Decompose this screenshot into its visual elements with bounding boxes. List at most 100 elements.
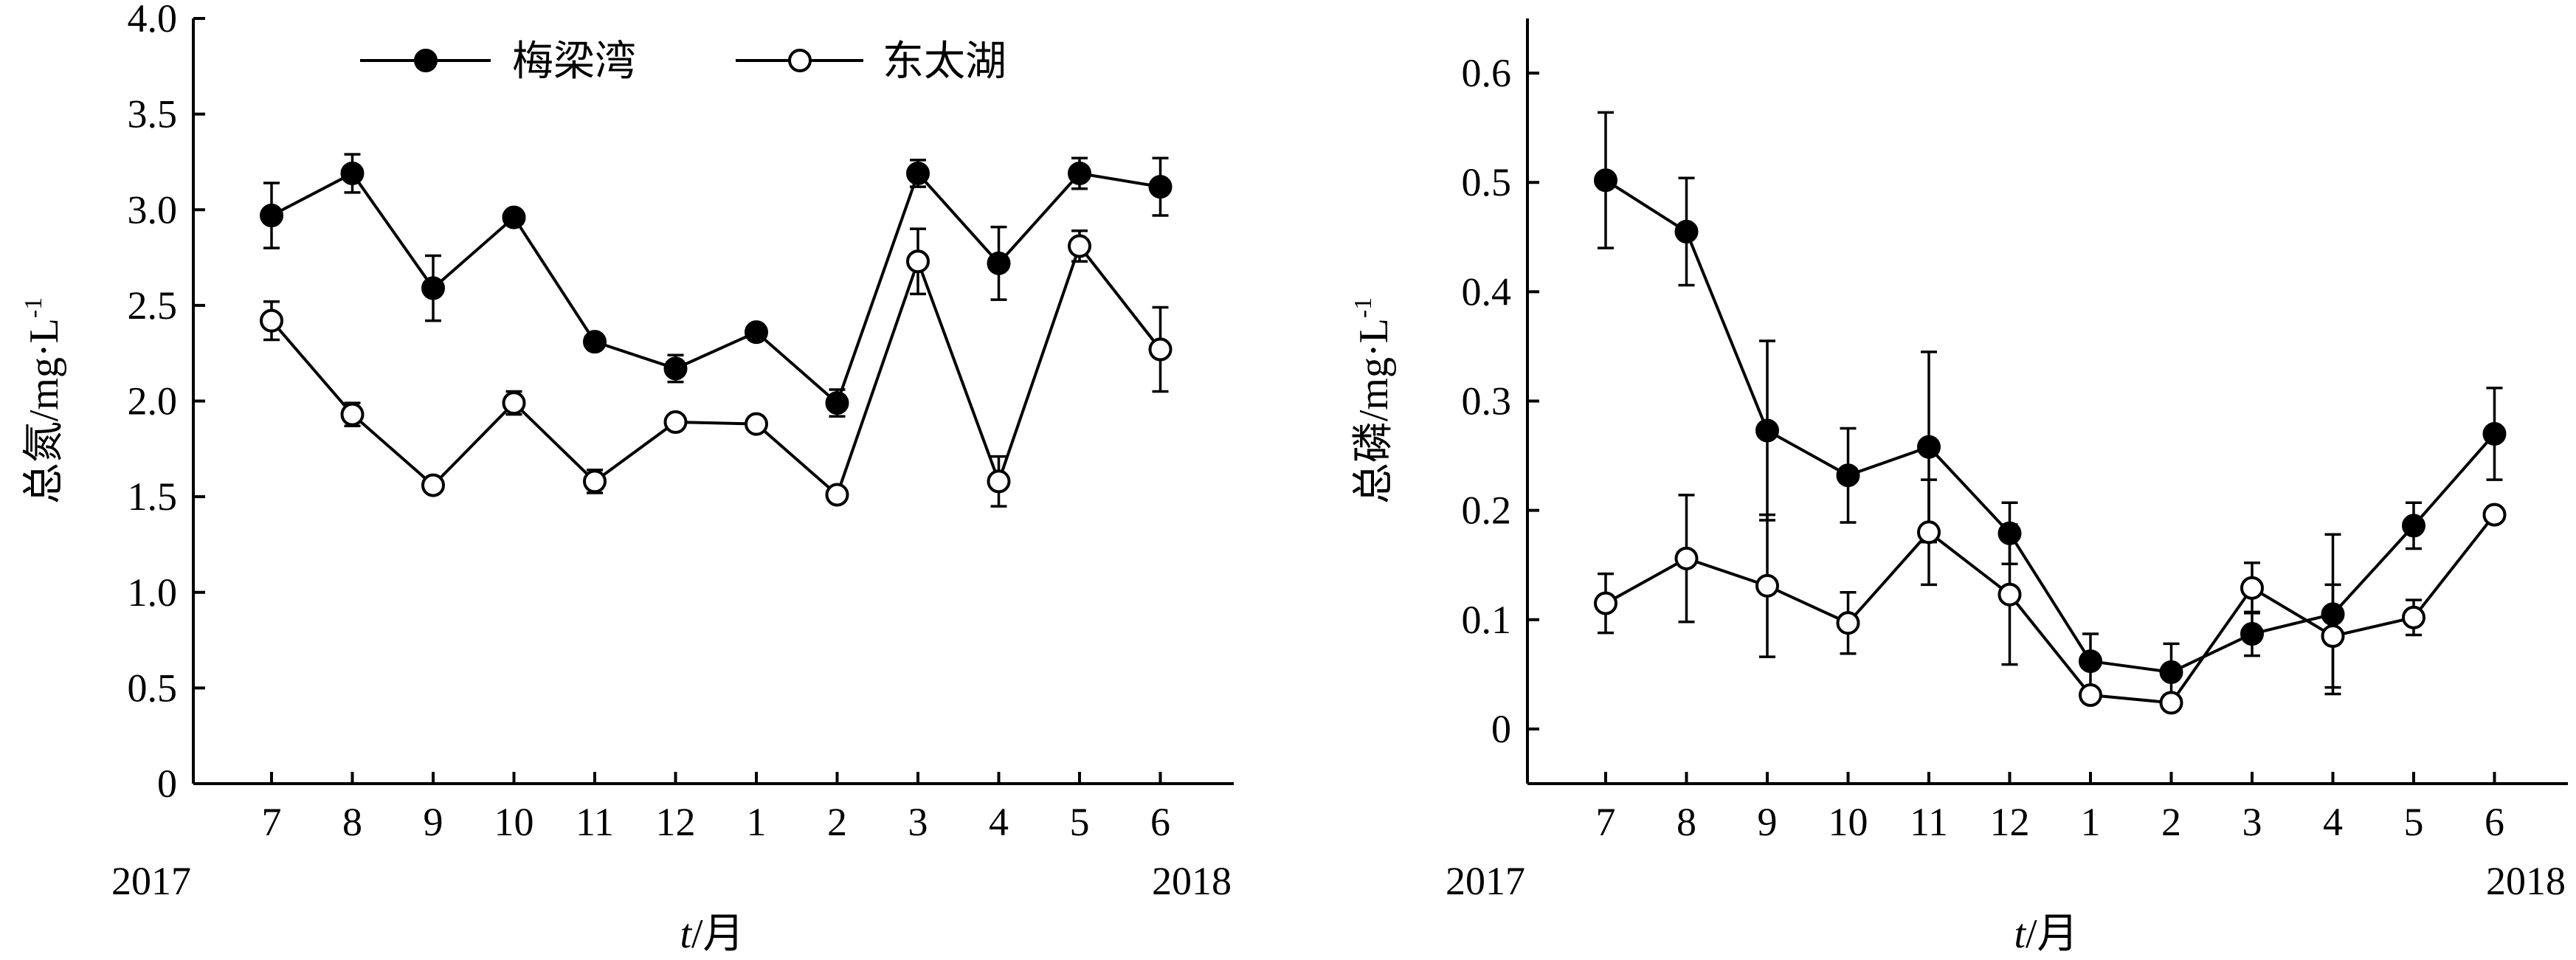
data-point — [987, 469, 1011, 494]
legend-marker — [414, 49, 438, 72]
y-tick-label: 3.5 — [128, 92, 178, 137]
y-axis-title: 总磷/mg·L-1 — [1350, 297, 1397, 504]
x-tick-label: 10 — [1829, 800, 1868, 844]
x-tick-label: 6 — [1150, 800, 1170, 844]
y-axis-title-unit: ·L — [21, 318, 67, 357]
x-tick-label: 12 — [656, 800, 696, 844]
data-point — [2321, 624, 2345, 649]
series-2 — [1594, 478, 2507, 715]
data-point — [1836, 463, 1860, 488]
data-point — [1997, 582, 2022, 607]
y-tick-label: 0.5 — [1462, 160, 1512, 204]
data-point — [1148, 337, 1173, 362]
x-tick-label: 7 — [1596, 800, 1616, 844]
data-point — [583, 330, 607, 354]
data-point — [340, 161, 365, 185]
data-point — [825, 483, 849, 507]
y-axis-title-sup: -1 — [20, 297, 47, 318]
data-point — [1755, 418, 1779, 443]
x-tick-label: 2 — [2161, 800, 2181, 844]
x-tick-label: 1 — [747, 800, 767, 844]
data-point — [502, 205, 526, 229]
year-start-label: 2017 — [111, 859, 191, 903]
data-point — [906, 249, 930, 274]
data-point — [260, 204, 283, 228]
series-line — [1605, 514, 2496, 705]
y-axis-title-sup: -1 — [1350, 297, 1377, 318]
x-tick-label: 7 — [262, 800, 282, 844]
data-point — [825, 391, 849, 415]
x-axis-title-unit: /月 — [691, 911, 745, 956]
legend: 梅梁湾 东太湖 — [360, 39, 1006, 85]
y-tick-label: 0.4 — [1462, 269, 1512, 314]
x-tick-label: 3 — [908, 800, 928, 844]
data-point — [2402, 514, 2425, 538]
y-axis-title: 总氮/mg·L-1 — [20, 297, 67, 504]
data-point — [340, 402, 365, 427]
data-point — [745, 412, 768, 436]
y-tick-label: 1.0 — [128, 570, 178, 615]
data-point — [1674, 546, 1699, 570]
data-point — [906, 161, 930, 185]
data-point — [421, 276, 445, 300]
data-point — [421, 473, 445, 497]
x-tick-label: 11 — [576, 800, 614, 844]
y-tick-label: 0.3 — [1462, 379, 1512, 424]
series-1 — [260, 153, 1173, 418]
y-tick-label: 0 — [1491, 707, 1511, 751]
data-point — [745, 320, 768, 345]
series-line — [271, 170, 1161, 406]
legend-item-2: 东太湖 — [736, 39, 1006, 85]
y-tick-label: 4.0 — [128, 0, 178, 41]
y-tick-label: 1.5 — [128, 474, 178, 519]
data-point — [2482, 421, 2507, 446]
x-tick-label: 3 — [2242, 800, 2262, 844]
x-tick-label: 8 — [1677, 800, 1696, 844]
year-end-label: 2018 — [2486, 859, 2566, 903]
legend-label: 东太湖 — [883, 39, 1006, 85]
x-axis-title: t/月 — [680, 911, 744, 956]
y-tick-label: 3.0 — [128, 187, 178, 232]
data-point — [663, 356, 688, 381]
x-tick-label: 12 — [1990, 800, 2030, 844]
legend-marker — [788, 49, 812, 72]
y-tick-label: 2.5 — [128, 283, 178, 328]
x-axis-title-unit: /月 — [2026, 911, 2079, 956]
data-point — [1148, 175, 1173, 199]
x-tick-label: 4 — [989, 800, 1009, 844]
x-tick-label: 5 — [2404, 800, 2424, 844]
y-tick-label: 2.0 — [128, 379, 178, 424]
data-point — [2482, 503, 2507, 527]
series-1 — [1594, 111, 2507, 702]
x-tick-label: 6 — [2485, 800, 2504, 844]
data-point — [502, 391, 526, 415]
y-tick-label: 0.1 — [1462, 598, 1512, 642]
data-point — [583, 469, 607, 494]
data-point — [1674, 219, 1699, 244]
data-point — [1068, 161, 1091, 185]
y-axis-title-unit: ·L — [1351, 318, 1397, 357]
data-point — [663, 410, 688, 435]
data-point — [2079, 683, 2102, 708]
chart-panel-1: 00.51.01.52.02.53.03.54.07 8 9 10 11 12 1 2 3 4 5 6… — [20, 0, 1234, 957]
series-line — [270, 243, 1162, 497]
data-point — [1594, 168, 1617, 193]
y-tick-label: 0.6 — [1462, 51, 1512, 95]
data-point — [1917, 435, 1941, 459]
data-point — [2240, 622, 2264, 646]
data-point — [2402, 605, 2425, 629]
data-point — [1917, 520, 1941, 545]
x-axis-title-variable: t — [680, 911, 692, 956]
data-point — [2079, 649, 2102, 674]
x-tick-label: 9 — [424, 800, 443, 844]
x-tick-label: 1 — [2081, 800, 2101, 844]
data-point — [260, 308, 283, 333]
x-tick-label: 4 — [2323, 800, 2343, 844]
y-tick-label: 0.2 — [1462, 488, 1512, 533]
x-tick-label: 5 — [1070, 800, 1090, 844]
series-line — [1604, 179, 2496, 674]
x-tick-label: 11 — [1910, 800, 1948, 844]
